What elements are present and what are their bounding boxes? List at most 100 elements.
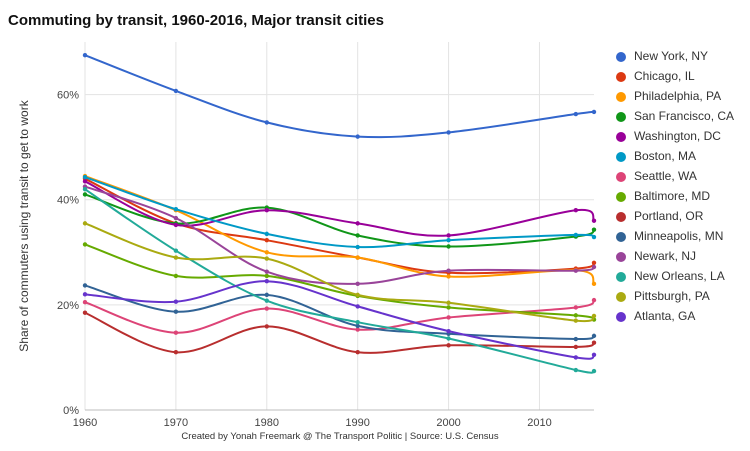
data-point xyxy=(591,109,597,115)
data-point xyxy=(173,273,179,279)
data-point xyxy=(446,343,451,348)
data-point xyxy=(573,313,579,318)
data-point xyxy=(264,292,269,298)
legend-label: Minneapolis, MN xyxy=(634,229,724,243)
data-point xyxy=(355,281,360,287)
data-point xyxy=(82,283,88,288)
legend-swatch xyxy=(616,152,626,162)
series-new-orleans-la xyxy=(82,187,597,374)
x-tick-label: 1970 xyxy=(164,417,188,429)
legend: New York, NY Chicago, IL Philadelphia, PA S… xyxy=(616,50,750,330)
series-portland-or xyxy=(82,310,597,355)
x-tick-label: 1960 xyxy=(73,417,97,429)
data-point xyxy=(591,368,597,374)
legend-item-seattle-wa[interactable]: Seattle, WA xyxy=(616,170,750,183)
y-tick-label: 60% xyxy=(57,90,79,102)
data-point xyxy=(591,227,597,232)
data-point xyxy=(264,306,269,311)
data-point xyxy=(82,52,88,58)
series-chicago-il xyxy=(82,176,597,275)
data-point xyxy=(591,260,597,265)
legend-item-new-orleans-la[interactable]: New Orleans, LA xyxy=(616,270,750,283)
legend-swatch xyxy=(616,92,626,102)
series-new-york-ny xyxy=(82,52,597,139)
data-point xyxy=(264,256,269,261)
data-point xyxy=(573,111,579,117)
y-axis-title: Share of commuters using transit to get … xyxy=(17,99,31,351)
legend-item-philadelphia-pa[interactable]: Philadelphia, PA xyxy=(616,90,750,103)
legend-swatch xyxy=(616,232,626,242)
data-point xyxy=(591,333,597,339)
legend-swatch xyxy=(616,112,626,122)
legend-item-san-francisco-ca[interactable]: San Francisco, CA xyxy=(616,110,750,123)
data-point xyxy=(82,187,88,192)
data-point xyxy=(264,279,269,284)
x-tick-label: 1980 xyxy=(255,417,279,429)
data-point xyxy=(446,315,451,320)
data-point xyxy=(82,310,88,315)
data-point xyxy=(591,340,597,345)
data-point xyxy=(591,234,597,240)
legend-swatch xyxy=(616,172,626,182)
data-point xyxy=(82,221,88,226)
legend-label: Atlanta, GA xyxy=(634,309,696,323)
data-point xyxy=(573,355,579,360)
series-line-new-york-ny xyxy=(84,54,595,139)
data-point xyxy=(591,297,597,303)
legend-item-chicago-il[interactable]: Chicago, IL xyxy=(616,70,750,83)
series-layer xyxy=(82,52,597,374)
data-point xyxy=(355,292,360,298)
legend-item-pittsburgh-pa[interactable]: Pittsburgh, PA xyxy=(616,290,750,303)
data-point xyxy=(446,237,451,243)
data-point xyxy=(355,255,360,260)
data-point xyxy=(573,336,579,342)
legend-swatch xyxy=(616,212,626,222)
legend-item-boston-ma[interactable]: Boston, MA xyxy=(616,150,750,163)
legend-item-atlanta-ga[interactable]: Atlanta, GA xyxy=(616,310,750,323)
data-point xyxy=(355,323,360,329)
legend-label: Pittsburgh, PA xyxy=(634,289,710,303)
data-point xyxy=(446,328,451,334)
chart-footnote: Created by Yonah Freemark @ The Transpor… xyxy=(181,431,499,442)
legend-label: Chicago, IL xyxy=(634,69,695,83)
series-minneapolis-mn xyxy=(82,283,597,342)
y-tick-label: 0% xyxy=(63,405,79,417)
data-point xyxy=(446,305,451,310)
legend-label: Newark, NJ xyxy=(634,249,697,263)
series-atlanta-ga xyxy=(82,279,597,360)
series-newark-nj xyxy=(82,184,597,287)
chart-title: Commuting by transit, 1960-2016, Major t… xyxy=(8,12,384,29)
legend-label: Philadelphia, PA xyxy=(634,89,722,103)
legend-item-washington-dc[interactable]: Washington, DC xyxy=(616,130,750,143)
data-point xyxy=(355,221,360,226)
data-point xyxy=(355,233,360,238)
legend-swatch xyxy=(616,132,626,142)
legend-item-new-york-ny[interactable]: New York, NY xyxy=(616,50,750,63)
data-point xyxy=(591,281,597,287)
data-point xyxy=(173,88,179,94)
data-point xyxy=(355,349,360,355)
legend-label: Seattle, WA xyxy=(634,169,697,183)
series-boston-ma xyxy=(82,174,597,250)
data-point xyxy=(355,320,360,325)
data-point xyxy=(573,208,579,213)
legend-item-baltimore-md[interactable]: Baltimore, MD xyxy=(616,190,750,203)
data-point xyxy=(264,208,269,213)
x-tick-label: 2000 xyxy=(436,417,460,429)
data-point xyxy=(573,318,579,323)
legend-item-minneapolis-mn[interactable]: Minneapolis, MN xyxy=(616,230,750,243)
series-pittsburgh-pa xyxy=(82,221,597,323)
data-point xyxy=(173,309,179,314)
series-line-chicago-il xyxy=(84,177,595,275)
data-point xyxy=(173,248,179,253)
legend-label: Washington, DC xyxy=(634,129,721,143)
legend-item-portland-or[interactable]: Portland, OR xyxy=(616,210,750,223)
legend-swatch xyxy=(616,192,626,202)
data-point xyxy=(264,324,269,329)
legend-swatch xyxy=(616,52,626,62)
data-point xyxy=(82,192,88,197)
legend-item-newark-nj[interactable]: Newark, NJ xyxy=(616,250,750,263)
legend-label: New York, NY xyxy=(634,49,709,63)
data-point xyxy=(173,255,179,260)
